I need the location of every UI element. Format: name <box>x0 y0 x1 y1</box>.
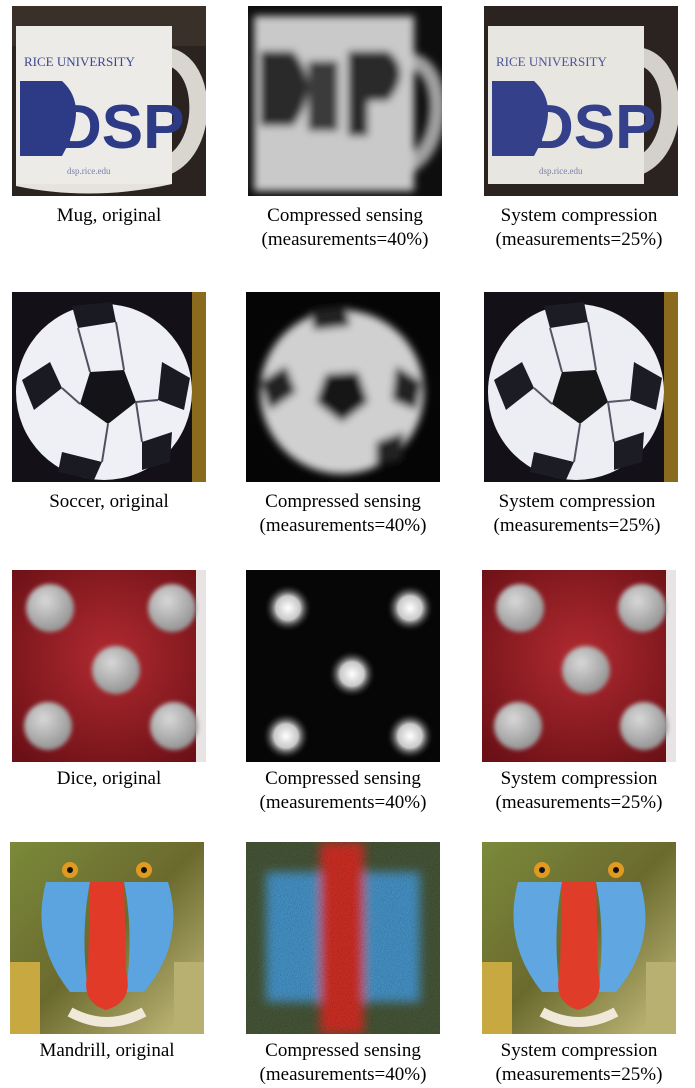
mug-original-image: RICE UNIVERSITY DSP dsp.rice.edu <box>12 6 206 196</box>
caption-dice-compressed-sensing: Compressed sensing (measurements=40%) <box>259 768 427 813</box>
dice-system-compression-image <box>482 570 676 762</box>
caption-mug-system-compression: System compression (measurements=25%) <box>495 205 663 250</box>
caption-soccer-system-compression: System compression (measurements=25%) <box>493 491 661 536</box>
caption-soccer-compressed-sensing: Compressed sensing (measurements=40%) <box>259 491 427 536</box>
mandrill-system-compression-image <box>482 842 676 1034</box>
mandrill-compressed-sensing-image <box>246 842 440 1034</box>
mandrill-original-image <box>10 842 204 1034</box>
svg-text:dsp.rice.edu: dsp.rice.edu <box>539 166 583 176</box>
mug-text-top: RICE UNIVERSITY <box>24 54 135 69</box>
caption-mug-compressed-sensing: Compressed sensing (measurements=40%) <box>261 205 429 250</box>
svg-text:DSP: DSP <box>529 93 656 162</box>
caption-soccer-original: Soccer, original <box>49 491 169 512</box>
svg-text:RICE UNIVERSITY: RICE UNIVERSITY <box>496 54 607 69</box>
soccer-system-compression-image <box>484 292 678 482</box>
caption-mug-original: Mug, original <box>56 205 162 226</box>
caption-mandrill-original: Mandrill, original <box>39 1040 175 1061</box>
mug-url: dsp.rice.edu <box>67 166 111 176</box>
mug-compressed-sensing-image <box>248 6 442 196</box>
caption-mandrill-system-compression: System compression (measurements=25%) <box>495 1040 663 1085</box>
dice-original-image <box>12 570 206 762</box>
caption-dice-system-compression: System compression (measurements=25%) <box>495 768 663 813</box>
caption-dice-original: Dice, original <box>56 768 162 789</box>
mug-logo: DSP <box>57 93 184 162</box>
soccer-original-image <box>12 292 206 482</box>
mug-system-compression-image: RICE UNIVERSITY DSP dsp.rice.edu <box>484 6 678 196</box>
soccer-compressed-sensing-image <box>246 292 440 482</box>
caption-mandrill-compressed-sensing: Compressed sensing (measurements=40%) <box>259 1040 427 1085</box>
dice-compressed-sensing-image <box>246 570 440 762</box>
